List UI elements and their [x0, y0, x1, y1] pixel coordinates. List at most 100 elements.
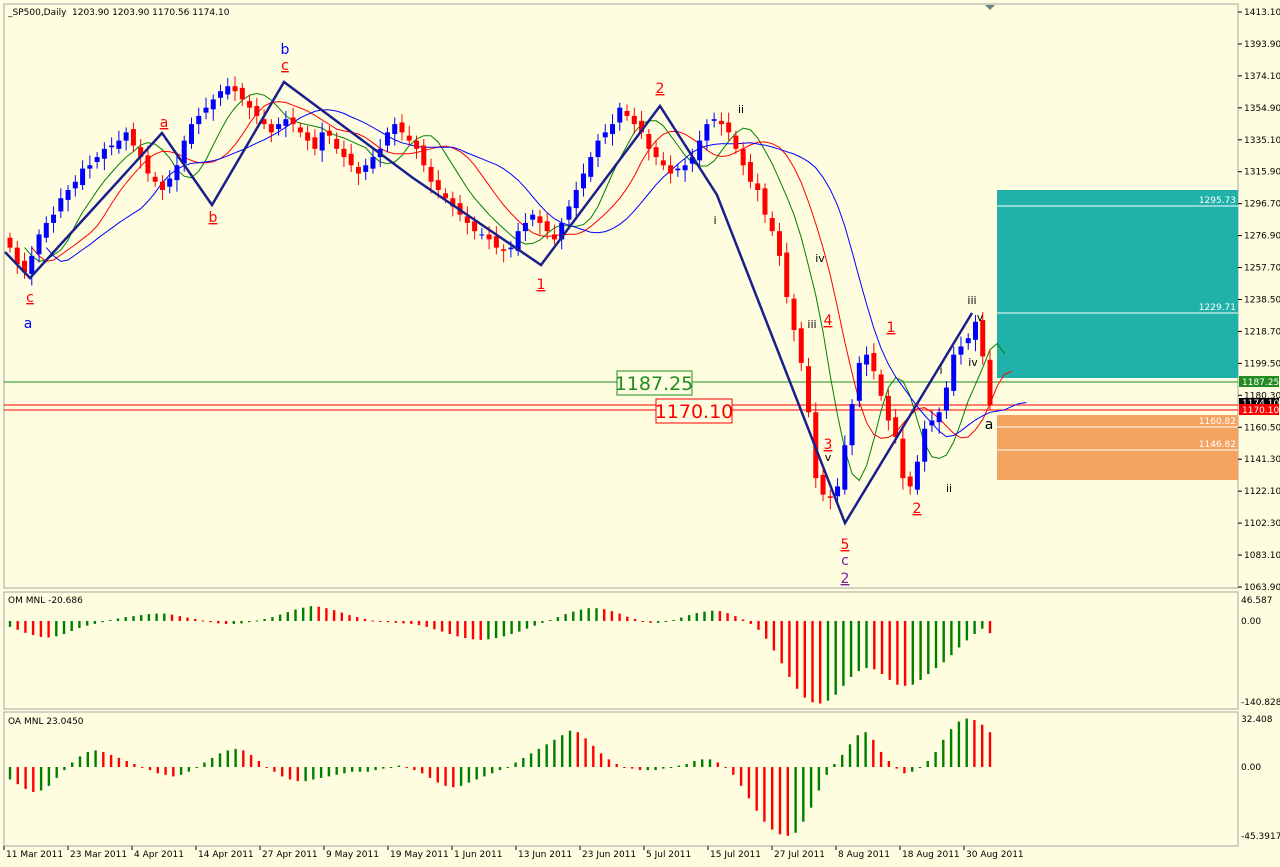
candle-body	[65, 189, 71, 200]
price-axis[interactable]: 1413.10 1393.90 1374.10 1354.90 1335.10 1315.…	[1238, 8, 1280, 593]
candle-body	[689, 157, 695, 164]
candle-body	[80, 168, 86, 186]
candle-body	[827, 496, 833, 498]
histogram-bar	[514, 762, 517, 767]
histogram-bar	[533, 621, 536, 626]
shift-marker-icon[interactable]	[985, 5, 995, 10]
candle-body	[14, 247, 20, 265]
histogram-bar	[278, 614, 282, 621]
histogram-bar	[263, 619, 266, 621]
candle-body	[297, 127, 303, 133]
oa-histogram	[8, 718, 992, 836]
date-tick-label: 13 Jun 2011	[518, 850, 572, 860]
histogram-bar	[459, 767, 463, 786]
histogram-bar	[471, 621, 475, 640]
candle-body	[305, 132, 311, 141]
histogram-bar	[662, 767, 665, 769]
candle-body	[624, 110, 630, 116]
histogram-bar	[755, 767, 758, 811]
wave-label: 4	[824, 313, 833, 329]
price-tick-label: 1160.50	[1244, 423, 1280, 433]
histogram-bar	[109, 754, 113, 767]
histogram-bar	[340, 612, 343, 621]
histogram-bar	[242, 750, 245, 767]
candle-body	[595, 140, 601, 158]
histogram-bar	[394, 621, 397, 623]
histogram-bar	[795, 621, 799, 689]
histogram-bar	[826, 621, 830, 701]
histogram-bar	[39, 767, 43, 791]
date-axis[interactable]: 11 Mar 2011 23 Mar 2011 4 Apr 2011 14 Apr 2…	[3, 846, 1024, 860]
histogram-bar	[187, 767, 191, 772]
histogram-bar	[109, 620, 112, 621]
candle-body	[733, 135, 739, 149]
candle-body	[922, 428, 928, 462]
candle-body	[610, 124, 616, 135]
histogram-bar	[584, 738, 587, 767]
histogram-bar	[716, 762, 719, 767]
candle-body	[247, 101, 253, 108]
histogram-bar	[788, 621, 791, 677]
histogram-bar	[734, 616, 737, 621]
wave-label: b	[281, 42, 290, 58]
date-tick-label: 1 Jun 2011	[454, 850, 502, 860]
om-pane[interactable]	[3, 591, 1239, 710]
candle-body	[602, 132, 608, 138]
price-tick-label: 1122.10	[1244, 487, 1280, 497]
histogram-bar	[16, 621, 19, 630]
histogram-bar	[428, 767, 432, 778]
histogram-bar	[592, 745, 595, 767]
histogram-bar	[194, 619, 197, 621]
candle-body	[123, 132, 129, 141]
histogram-bar	[55, 767, 58, 778]
histogram-bar	[981, 621, 984, 629]
oa-pane[interactable]	[3, 711, 1239, 847]
histogram-bar	[811, 621, 814, 703]
histogram-bar	[379, 621, 382, 622]
om-histogram	[8, 606, 992, 704]
histogram-bar	[763, 767, 766, 822]
ma-mid-line	[31, 101, 1012, 439]
candle-body	[479, 234, 485, 236]
wave-label: c	[281, 58, 289, 74]
candle-body	[907, 476, 913, 487]
histogram-bar	[265, 767, 268, 768]
histogram-bar	[957, 621, 961, 648]
histogram-bar	[918, 767, 922, 768]
histogram-bar	[934, 751, 937, 767]
histogram-bar	[988, 732, 992, 767]
candle-body	[639, 120, 645, 133]
histogram-bar	[218, 753, 222, 767]
date-tick-label: 14 Apr 2011	[198, 850, 254, 860]
histogram-bar	[413, 767, 416, 771]
histogram-bar	[623, 767, 626, 768]
wave-label: iv	[815, 252, 825, 265]
date-tick-label: 27 Jul 2011	[774, 850, 825, 860]
histogram-bar	[141, 767, 144, 768]
price-tick-label: 1141.30	[1244, 455, 1280, 465]
histogram-bar	[739, 767, 743, 786]
histogram-bar	[444, 767, 447, 786]
candle-body	[580, 173, 586, 189]
candle-body	[334, 138, 340, 149]
candle-body	[914, 461, 920, 490]
histogram-bar	[147, 614, 151, 621]
candle-body	[239, 87, 245, 100]
candle-body	[929, 420, 935, 426]
price-tick-label: 1257.70	[1244, 264, 1280, 274]
histogram-bar	[903, 767, 906, 774]
histogram-bar	[467, 767, 471, 783]
histogram-bar	[887, 761, 891, 767]
histogram-bar	[405, 767, 408, 768]
histogram-bar	[711, 610, 714, 621]
histogram-bar	[579, 609, 583, 621]
histogram-bar	[618, 613, 621, 621]
candle-body	[537, 216, 543, 223]
histogram-bar	[273, 767, 276, 772]
green-level-label: 1187.25	[615, 373, 694, 395]
red-axis-tag-text: 1170.10	[1242, 406, 1279, 416]
histogram-bar	[685, 764, 688, 767]
